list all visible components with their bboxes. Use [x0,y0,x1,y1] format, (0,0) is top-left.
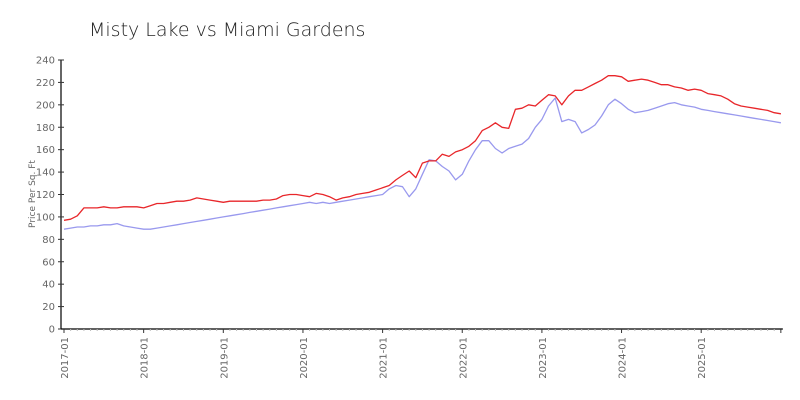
y-tick-label: 100 [36,212,55,223]
y-tick-label: 20 [42,302,55,313]
x-tick-label: 2017-01 [60,337,71,379]
x-tick-label: 2025-01 [697,337,708,379]
y-tick-label: 120 [36,190,55,201]
chart-title: Misty Lake vs Miami Gardens [89,19,365,41]
y-tick-label: 80 [42,235,55,246]
x-tick-label: 2022-01 [458,337,469,379]
y-tick-label: 40 [42,280,55,291]
x-tick-label: 2018-01 [140,337,151,379]
y-tick-label: 60 [42,257,55,268]
y-tick-label: 200 [36,100,55,111]
y-tick-label: 240 [36,56,55,67]
series-line-miami-gardens [63,97,782,230]
x-tick-label: 2023-01 [538,337,549,379]
x-tick-label: 2021-01 [379,337,390,379]
series-layer [63,75,782,230]
y-axis: 0 20 40 60 80 100 120 140 160 180 200 220 240 [36,56,64,336]
x-tick-label: 2019-01 [219,337,230,379]
x-tick-label: 2024-01 [618,337,629,379]
series-line-misty-lake [63,75,782,221]
y-tick-label: 180 [36,123,55,134]
y-tick-label: 220 [36,78,55,89]
y-tick-label: 160 [36,145,55,156]
y-axis-label: Price Per Sq. Ft [28,160,38,228]
y-tick-label: 0 [49,325,55,336]
x-axis: 2017-01 2018-01 2019-01 2020-01 2021-01 2022-… [60,328,783,379]
y-tick-label: 140 [36,168,55,179]
x-tick-label: 2020-01 [299,337,310,379]
